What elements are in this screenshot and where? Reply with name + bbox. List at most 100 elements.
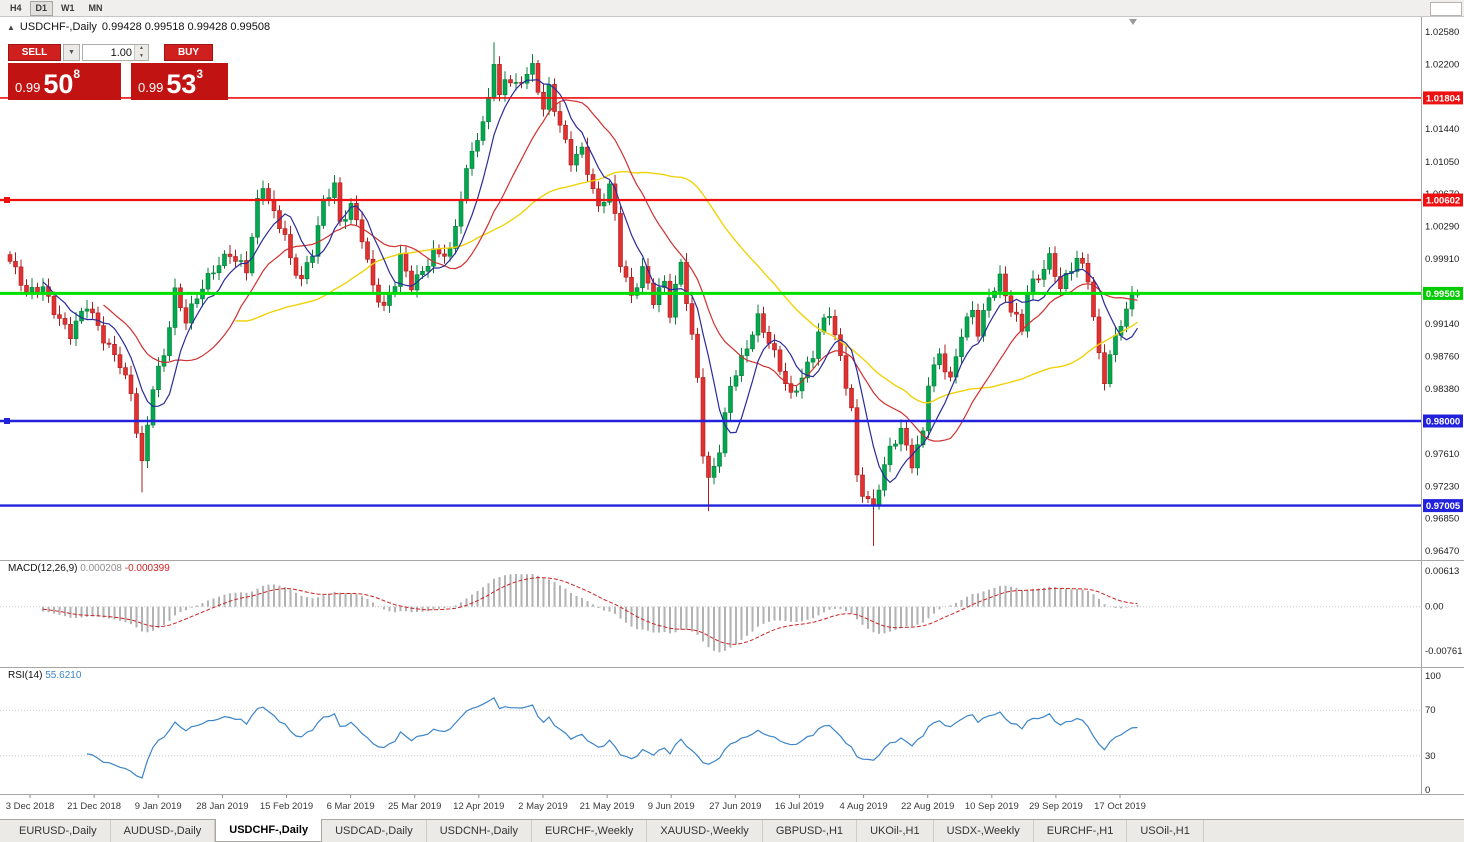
date-label: 17 Oct 2019 (1094, 801, 1146, 812)
volume-input[interactable] (83, 45, 148, 60)
price-tick-label: 1.02200 (1425, 59, 1459, 70)
volume-increase-button[interactable]: ▲ (135, 45, 148, 53)
date-label: 3 Dec 2018 (6, 801, 55, 812)
date-label: 10 Sep 2019 (965, 801, 1019, 812)
ma-18-line (103, 99, 1138, 442)
rsi-axis-label: 100 (1425, 671, 1441, 682)
date-label: 27 Jun 2019 (709, 801, 761, 812)
tab-usdx-weekly[interactable]: USDX-,Weekly (934, 820, 1034, 842)
date-label: 25 Mar 2019 (388, 801, 441, 812)
volume-spinner: ▲ ▼ (134, 45, 148, 60)
timeframe-d1-button[interactable]: D1 (29, 0, 54, 16)
tab-audusd-daily[interactable]: AUDUSD-,Daily (111, 820, 216, 842)
macd-indicator-label: MACD(12,26,9) 0.000208 -0.000399 (8, 563, 170, 574)
tab-usdcnh-daily[interactable]: USDCNH-,Daily (427, 820, 532, 842)
price-tick-label: 1.01440 (1425, 124, 1459, 135)
resistance-line-mid-marker[interactable] (4, 197, 10, 203)
price-tick-label: 0.97230 (1425, 481, 1459, 492)
date-label: 16 Jul 2019 (775, 801, 824, 812)
price-tick-label: 0.96470 (1425, 546, 1459, 557)
tab-xauusd-weekly[interactable]: XAUUSD-,Weekly (647, 820, 763, 842)
price-badge-label: 1.00602 (1426, 196, 1460, 207)
price-badge-0.98000 (1423, 414, 1463, 428)
tab-ukoil-h1[interactable]: UKOil-,H1 (857, 820, 934, 842)
sell-price-prefix: 0.99 (15, 80, 41, 95)
volume-dropdown-button[interactable]: ▼ (63, 44, 80, 61)
volume-field-wrap: ▲ ▼ (82, 44, 149, 61)
price-badge-0.97005 (1423, 499, 1463, 513)
price-badge-0.99503 (1423, 286, 1463, 300)
timeframe-mn-button[interactable]: MN (83, 1, 109, 16)
macd-main-value: 0.000208 (80, 563, 122, 574)
macd-histogram (42, 574, 1139, 653)
date-label: 15 Feb 2019 (260, 801, 313, 812)
timeframe-w1-button[interactable]: W1 (55, 1, 81, 16)
date-label: 6 Mar 2019 (327, 801, 375, 812)
buy-price-sup: 3 (196, 67, 204, 81)
chart-shift-marker[interactable] (1129, 19, 1137, 25)
tab-gbpusd-h1[interactable]: GBPUSD-,H1 (763, 820, 858, 842)
tab-eurchf-weekly[interactable]: EURCHF-,Weekly (532, 820, 648, 842)
macd-signal-value: -0.000399 (124, 563, 170, 574)
date-label: 4 Aug 2019 (840, 801, 888, 812)
sell-button[interactable]: SELL (8, 44, 61, 61)
tab-usoil-h1[interactable]: USOil-,H1 (1127, 820, 1204, 842)
rsi-axis-label: 0 (1425, 785, 1430, 796)
date-label: 9 Jun 2019 (648, 801, 695, 812)
ma-7-line (42, 79, 1139, 484)
chart-tab-bar: EURUSD-,Daily AUDUSD-,Daily USDCHF-,Daily U… (0, 819, 1464, 842)
price-tick-label: 0.96850 (1425, 514, 1459, 525)
dropdown-caret-icon: ▼ (68, 49, 75, 56)
timeframe-h4-button[interactable]: H4 (4, 1, 28, 16)
tab-eurchf-h1[interactable]: EURCHF-,H1 (1034, 820, 1128, 842)
rsi-axis-label: 70 (1425, 705, 1436, 716)
toolbar-blank-box (1430, 2, 1462, 16)
rsi-indicator-label: RSI(14) 55.6210 (8, 670, 81, 681)
price-tick-label: 1.01050 (1425, 157, 1459, 168)
candlestick-series (7, 42, 1140, 546)
price-badge-label: 1.01804 (1426, 93, 1461, 104)
price-axis[interactable]: 1.025801.022001.014401.010501.006701.002… (1423, 27, 1463, 796)
support-line-upper-marker[interactable] (4, 418, 10, 424)
tab-usdchf-daily[interactable]: USDCHF-,Daily (215, 819, 323, 842)
price-tick-label: 0.99140 (1425, 319, 1459, 330)
date-label: 21 Dec 2018 (67, 801, 121, 812)
sell-price-button[interactable]: 0.99 50 8 (8, 63, 121, 100)
buy-price-prefix: 0.99 (138, 80, 164, 95)
price-badge-label: 0.99503 (1426, 289, 1460, 300)
date-label: 21 May 2019 (580, 801, 635, 812)
ma-42-line (235, 170, 1138, 404)
date-label: 12 Apr 2019 (453, 801, 504, 812)
sell-price-big: 50 (43, 69, 74, 99)
buy-button[interactable]: BUY (164, 44, 213, 61)
macd-signal-line (42, 577, 1138, 645)
sell-price-sup: 8 (73, 67, 81, 81)
date-label: 29 Sep 2019 (1029, 801, 1083, 812)
chart-ohlc-values: 0.99428 0.99518 0.99428 0.99508 (101, 21, 271, 33)
price-badge-1.01804 (1423, 91, 1463, 105)
volume-decrease-button[interactable]: ▼ (135, 52, 148, 60)
rsi-line (86, 696, 1138, 779)
price-badge-1.00602 (1423, 193, 1463, 207)
price-badge-label: 0.97005 (1426, 501, 1461, 512)
macd-axis-label: 0.00 (1425, 602, 1444, 613)
price-badge-label: 0.98000 (1426, 417, 1460, 428)
one-click-trading-widget: SELL ▼ ▲ ▼ BUY 0.99 50 8 0.99 53 (8, 44, 230, 100)
buy-price-button[interactable]: 0.99 53 3 (131, 63, 228, 100)
chart-marker-icon: ▲ (7, 22, 15, 32)
spinner-up-icon: ▲ (139, 45, 144, 52)
chart-symbol-label: USDCHF-,Daily (19, 21, 97, 33)
tab-usdcad-daily[interactable]: USDCAD-,Daily (322, 820, 427, 842)
price-tick-label: 0.98760 (1425, 352, 1459, 363)
macd-axis-label: 0.00613 (1425, 566, 1459, 577)
price-tick-label: 0.97610 (1425, 449, 1459, 460)
price-tick-label: 0.98380 (1425, 384, 1459, 395)
date-axis[interactable]: 3 Dec 2018 21 Dec 2018 9 Jan 2019 28 Jan 20… (6, 795, 1146, 812)
chart-title: ▲ USDCHF-,Daily 0.99428 0.99518 0.99428 … (7, 21, 270, 33)
tab-eurusd-daily[interactable]: EURUSD-,Daily (6, 820, 111, 842)
rsi-value: 55.6210 (45, 670, 82, 681)
rsi-name: RSI(14) (8, 670, 43, 681)
date-label: 2 May 2019 (518, 801, 568, 812)
